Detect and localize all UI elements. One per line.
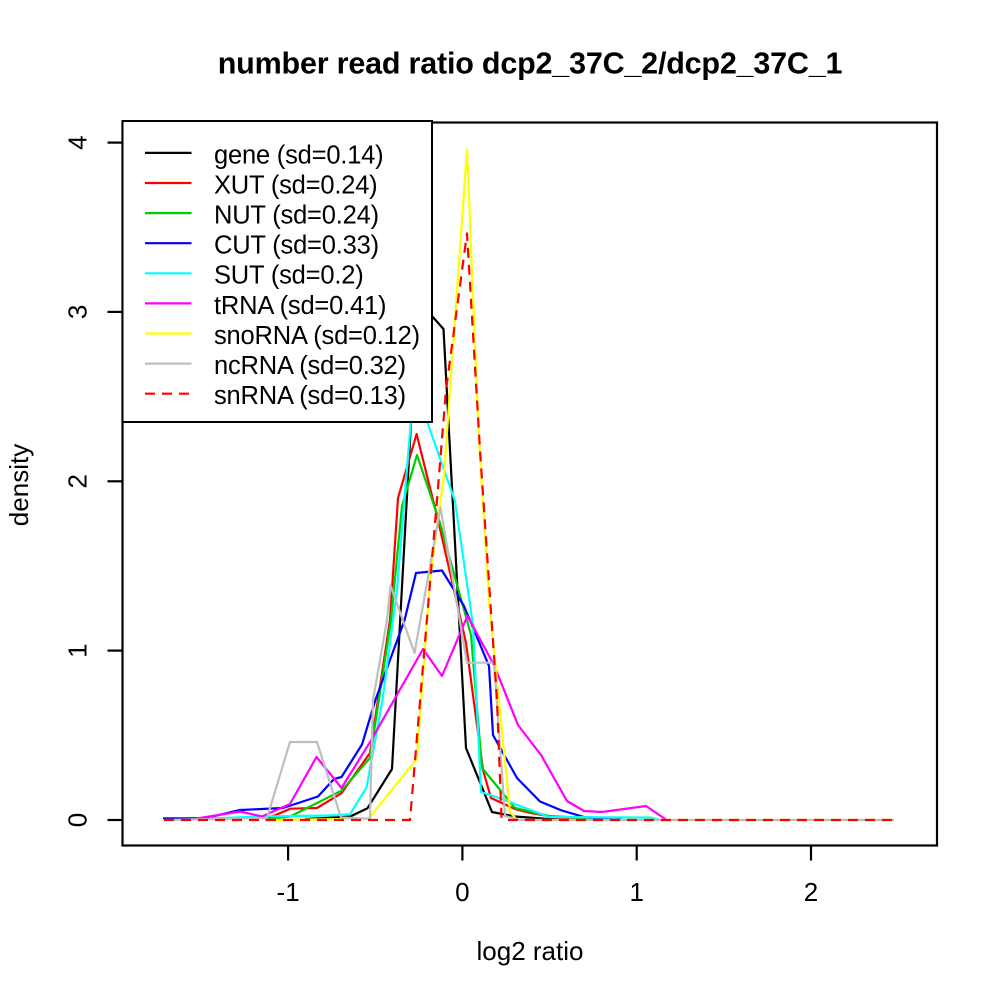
svg-text:2: 2 bbox=[804, 877, 818, 907]
svg-text:1: 1 bbox=[63, 643, 93, 657]
svg-text:SUT (sd=0.2): SUT (sd=0.2) bbox=[214, 262, 363, 290]
svg-text:ncRNA (sd=0.32): ncRNA (sd=0.32) bbox=[214, 352, 406, 380]
svg-text:-1: -1 bbox=[277, 877, 300, 907]
svg-text:1: 1 bbox=[629, 877, 643, 907]
svg-text:2: 2 bbox=[63, 474, 93, 488]
svg-text:log2 ratio: log2 ratio bbox=[477, 936, 584, 966]
svg-text:CUT (sd=0.33): CUT (sd=0.33) bbox=[214, 232, 379, 260]
svg-text:snRNA (sd=0.13): snRNA (sd=0.13) bbox=[214, 382, 406, 410]
svg-text:4: 4 bbox=[63, 135, 93, 149]
svg-text:NUT (sd=0.24): NUT (sd=0.24) bbox=[214, 202, 379, 230]
svg-text:3: 3 bbox=[63, 305, 93, 319]
svg-text:snoRNA (sd=0.12): snoRNA (sd=0.12) bbox=[214, 322, 420, 350]
svg-text:gene (sd=0.14): gene (sd=0.14) bbox=[214, 141, 383, 169]
svg-text:0: 0 bbox=[63, 813, 93, 827]
svg-text:density: density bbox=[4, 444, 34, 526]
svg-text:0: 0 bbox=[455, 877, 469, 907]
svg-text:tRNA (sd=0.41): tRNA (sd=0.41) bbox=[214, 292, 386, 320]
svg-text:number read ratio dcp2_37C_2/d: number read ratio dcp2_37C_2/dcp2_37C_1 bbox=[218, 47, 843, 81]
svg-text:XUT (sd=0.24): XUT (sd=0.24) bbox=[214, 171, 377, 199]
